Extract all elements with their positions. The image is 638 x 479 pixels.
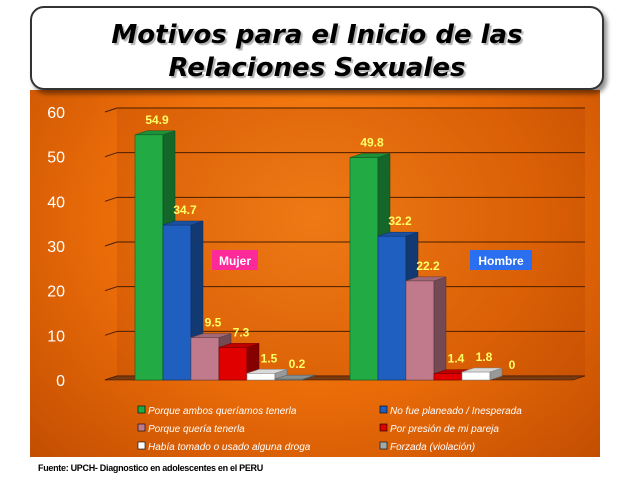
gridline-depth-1	[104, 330, 118, 336]
data-label-mujer-series-1: 34.7	[173, 203, 197, 217]
legend-swatch-5	[379, 441, 388, 450]
data-label-mujer-series-0: 54.9	[145, 113, 169, 127]
legend-label-1: No fue planeado / Inesperada	[390, 406, 522, 417]
annotation-label-1: Hombre	[478, 254, 524, 268]
data-label-mujer-series-5: 0.2	[289, 357, 306, 371]
y-tick-label-6: 60	[47, 105, 65, 122]
bar-mujer-series-3	[218, 343, 260, 381]
bar-chart: 0 10 20 30 40 50 60 54.9 49.8 34.7 32.2 9.5 22.2 7.3 1…	[47, 105, 586, 453]
bar-hombre-series-1	[377, 231, 419, 381]
y-tick-label-0: 0	[56, 373, 65, 390]
legend-swatch-3	[379, 423, 388, 432]
legend-label-0: Porque ambos queríamos tenerla	[148, 406, 297, 417]
data-label-hombre-series-3: 1.4	[448, 352, 465, 366]
gridline-depth-3	[104, 241, 118, 247]
source-note: Fuente: UPCH- Diagnostico en adolescente…	[38, 463, 263, 473]
y-tick-label-2: 20	[47, 284, 65, 301]
y-tick-label-3: 30	[47, 239, 65, 256]
legend-label-4: Había tomado o usado alguna droga	[148, 442, 311, 453]
data-label-mujer-series-2: 9.5	[205, 316, 222, 330]
annotation-label-0: Mujer	[219, 254, 251, 268]
bar-hombre-series-2	[405, 276, 447, 381]
gridline-depth-5	[104, 152, 118, 158]
legend-label-2: Porque quería tenerla	[148, 424, 245, 435]
legend-label-3: Por presión de mi pareja	[390, 424, 499, 435]
y-tick-label-1: 10	[47, 328, 65, 345]
data-label-hombre-series-5: 0	[509, 358, 516, 372]
chart-title-line-2: Relaciones Sexuales	[168, 53, 466, 83]
data-label-hombre-series-2: 22.2	[416, 259, 440, 273]
bar-mujer-series-4	[246, 368, 288, 381]
data-label-hombre-series-0: 49.8	[360, 136, 384, 150]
annotation-box-1	[470, 250, 532, 270]
legend-swatch-0	[137, 405, 146, 414]
gridline-depth-4	[104, 196, 118, 202]
gridline-depth-2	[104, 286, 118, 292]
bar-hombre-series-4	[461, 367, 503, 381]
legend-swatch-4	[137, 441, 146, 450]
legend-swatch-2	[137, 423, 146, 432]
data-label-mujer-series-4: 1.5	[261, 351, 278, 365]
y-tick-label-5: 50	[47, 150, 65, 167]
data-label-hombre-series-4: 1.8	[476, 350, 493, 364]
gridline-depth-6	[104, 107, 118, 113]
title-box: Motivos para el Inicio de las Relaciones…	[30, 6, 604, 90]
data-label-mujer-series-3: 7.3	[233, 325, 250, 339]
legend-swatch-1	[379, 405, 388, 414]
legend-label-5: Forzada (violación)	[390, 442, 475, 453]
chart-panel: 0 10 20 30 40 50 60 54.9 49.8 34.7 32.2 9.5 22.2 7.3 1…	[30, 90, 600, 457]
y-tick-label-4: 40	[47, 194, 65, 211]
annotation-box-0	[212, 250, 258, 270]
bar-mujer-series-5	[274, 374, 316, 381]
chart-title-line-1: Motivos para el Inicio de las	[111, 20, 523, 50]
data-label-hombre-series-1: 32.2	[388, 214, 412, 228]
